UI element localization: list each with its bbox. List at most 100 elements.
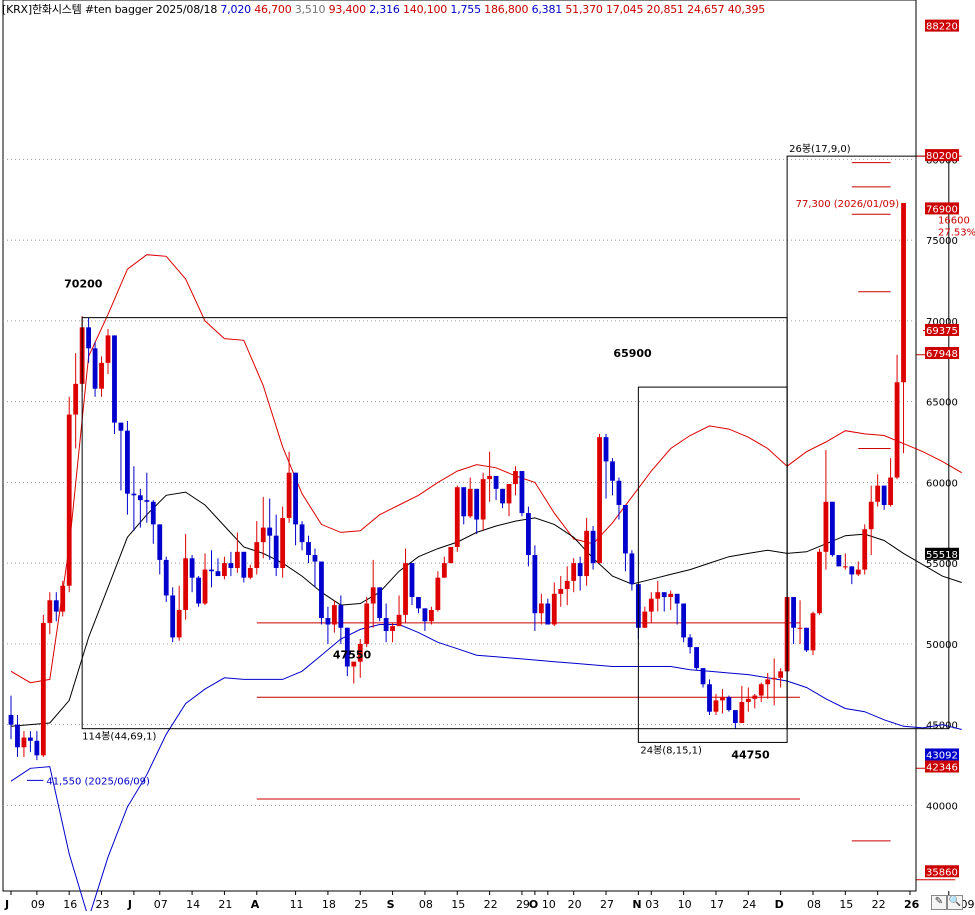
y-tick-label: 45000 bbox=[926, 721, 958, 732]
header-value: 40,395 bbox=[724, 3, 766, 16]
header-values: 7,020 46,700 3,510 93,400 2,316 140,100 … bbox=[220, 3, 765, 16]
candle-body bbox=[364, 603, 370, 644]
x-tick-label: 17 bbox=[710, 898, 724, 911]
candle-body bbox=[694, 647, 699, 669]
candle-body bbox=[526, 513, 531, 556]
axis-marker-69375: 69375 bbox=[926, 326, 958, 337]
x-tick-label: 20 bbox=[568, 898, 582, 911]
x-tick-label: J bbox=[4, 898, 9, 911]
plot-frame bbox=[2, 0, 917, 892]
header-value: 93,400 bbox=[325, 3, 367, 16]
candle-body bbox=[163, 559, 169, 596]
trough-label-47550: 47550 bbox=[333, 648, 372, 661]
candle-body bbox=[170, 595, 176, 638]
axis-marker-80200: 80200 bbox=[926, 151, 958, 162]
candle-body bbox=[390, 626, 395, 631]
x-tick-label: 27 bbox=[600, 898, 614, 911]
x-tick-label: 14 bbox=[186, 898, 200, 911]
candle-body bbox=[338, 605, 344, 628]
candle-body bbox=[280, 517, 286, 568]
candle-body bbox=[765, 679, 771, 685]
candle-body bbox=[577, 563, 583, 577]
candle-body bbox=[474, 488, 480, 520]
y-tick-label: 65000 bbox=[926, 398, 958, 409]
axis-marker-43092-bg bbox=[925, 748, 959, 761]
candle-body bbox=[538, 603, 544, 614]
bollinger-upper-line bbox=[10, 254, 962, 684]
trough-label-44750: 44750 bbox=[731, 749, 770, 762]
max-price-label: 77,300 (2026/01/09) bbox=[796, 199, 900, 210]
candle-body bbox=[125, 430, 130, 494]
candle-body bbox=[189, 558, 195, 578]
candle-body bbox=[545, 603, 551, 625]
candle-body bbox=[73, 383, 79, 415]
candle-body bbox=[778, 671, 784, 678]
candle-body bbox=[687, 637, 693, 648]
candle-body bbox=[862, 529, 868, 570]
x-tick-label: 10 bbox=[542, 898, 556, 911]
candle-body bbox=[8, 714, 14, 725]
x-tick-label: S bbox=[387, 898, 395, 911]
candle-body bbox=[247, 567, 253, 578]
header-value: 7,020 bbox=[220, 3, 251, 16]
x-tick-label: 21 bbox=[218, 898, 232, 911]
candle-body bbox=[312, 555, 318, 562]
candle-body bbox=[234, 551, 240, 568]
y-tick-label: 40000 bbox=[926, 801, 958, 812]
candle-body bbox=[86, 327, 92, 349]
candle-body bbox=[623, 504, 628, 554]
candle-body bbox=[99, 362, 104, 389]
candle-body bbox=[454, 487, 460, 547]
chart-title: [KRX]한화시스템 #ten bagger 2025/08/18 bbox=[2, 3, 218, 16]
y-tick-label: 60000 bbox=[926, 478, 958, 489]
header-value: 20,851 bbox=[643, 3, 685, 16]
x-tick-label: 25 bbox=[354, 898, 368, 911]
axis-marker-67948-bg bbox=[925, 347, 959, 360]
candle-body bbox=[642, 611, 648, 628]
candle-body bbox=[881, 485, 887, 505]
x-tick-label: 09 bbox=[31, 898, 45, 911]
candle-body bbox=[21, 737, 27, 748]
x-tick-label: 15 bbox=[839, 898, 853, 911]
y-tick-label: 50000 bbox=[926, 640, 958, 651]
candle-body bbox=[377, 587, 383, 619]
axis-marker-35860: 35860 bbox=[926, 867, 958, 878]
candle-body bbox=[720, 697, 725, 701]
candle-body bbox=[383, 618, 389, 631]
x-tick-label: J bbox=[127, 898, 132, 911]
candle-body bbox=[331, 605, 337, 625]
bollinger-lower-line bbox=[10, 624, 962, 915]
x-tick-label: 18 bbox=[322, 898, 336, 911]
period-box-24 bbox=[637, 386, 788, 743]
zoom-icon[interactable]: 🔍 bbox=[947, 895, 963, 910]
candle-body bbox=[112, 335, 117, 423]
candle-body bbox=[493, 475, 499, 489]
min-price-label: 41,550 (2025/06/09) bbox=[46, 776, 150, 787]
candle-body bbox=[875, 485, 881, 502]
candle-body bbox=[888, 477, 893, 505]
candle-body bbox=[668, 593, 674, 598]
candle-body bbox=[836, 555, 842, 567]
candle-body bbox=[797, 627, 803, 629]
candle-body bbox=[500, 488, 505, 504]
candle-body bbox=[357, 643, 363, 662]
candle-body bbox=[157, 524, 163, 560]
candle-body bbox=[254, 542, 260, 568]
candle-body bbox=[40, 622, 46, 756]
candle-body bbox=[804, 627, 809, 651]
box-label-26: 26봉(17,9,0) bbox=[789, 143, 851, 155]
candle-body bbox=[571, 563, 577, 581]
edit-icon[interactable]: ✎ bbox=[931, 895, 947, 910]
candle-body bbox=[590, 530, 596, 564]
candle-body bbox=[28, 737, 33, 741]
candle-body bbox=[551, 593, 557, 625]
axis-marker-pct: 27.53% bbox=[938, 227, 975, 238]
candle-body bbox=[34, 740, 40, 756]
chart-header: [KRX]한화시스템 #ten bagger 2025/08/18 7,020 … bbox=[2, 1, 765, 17]
peak-label-65900: 65900 bbox=[613, 347, 652, 360]
candle-body bbox=[817, 551, 822, 614]
header-value: 140,100 bbox=[399, 3, 448, 16]
x-tick-label: 22 bbox=[484, 898, 498, 911]
x-tick-label: 10 bbox=[678, 898, 692, 911]
